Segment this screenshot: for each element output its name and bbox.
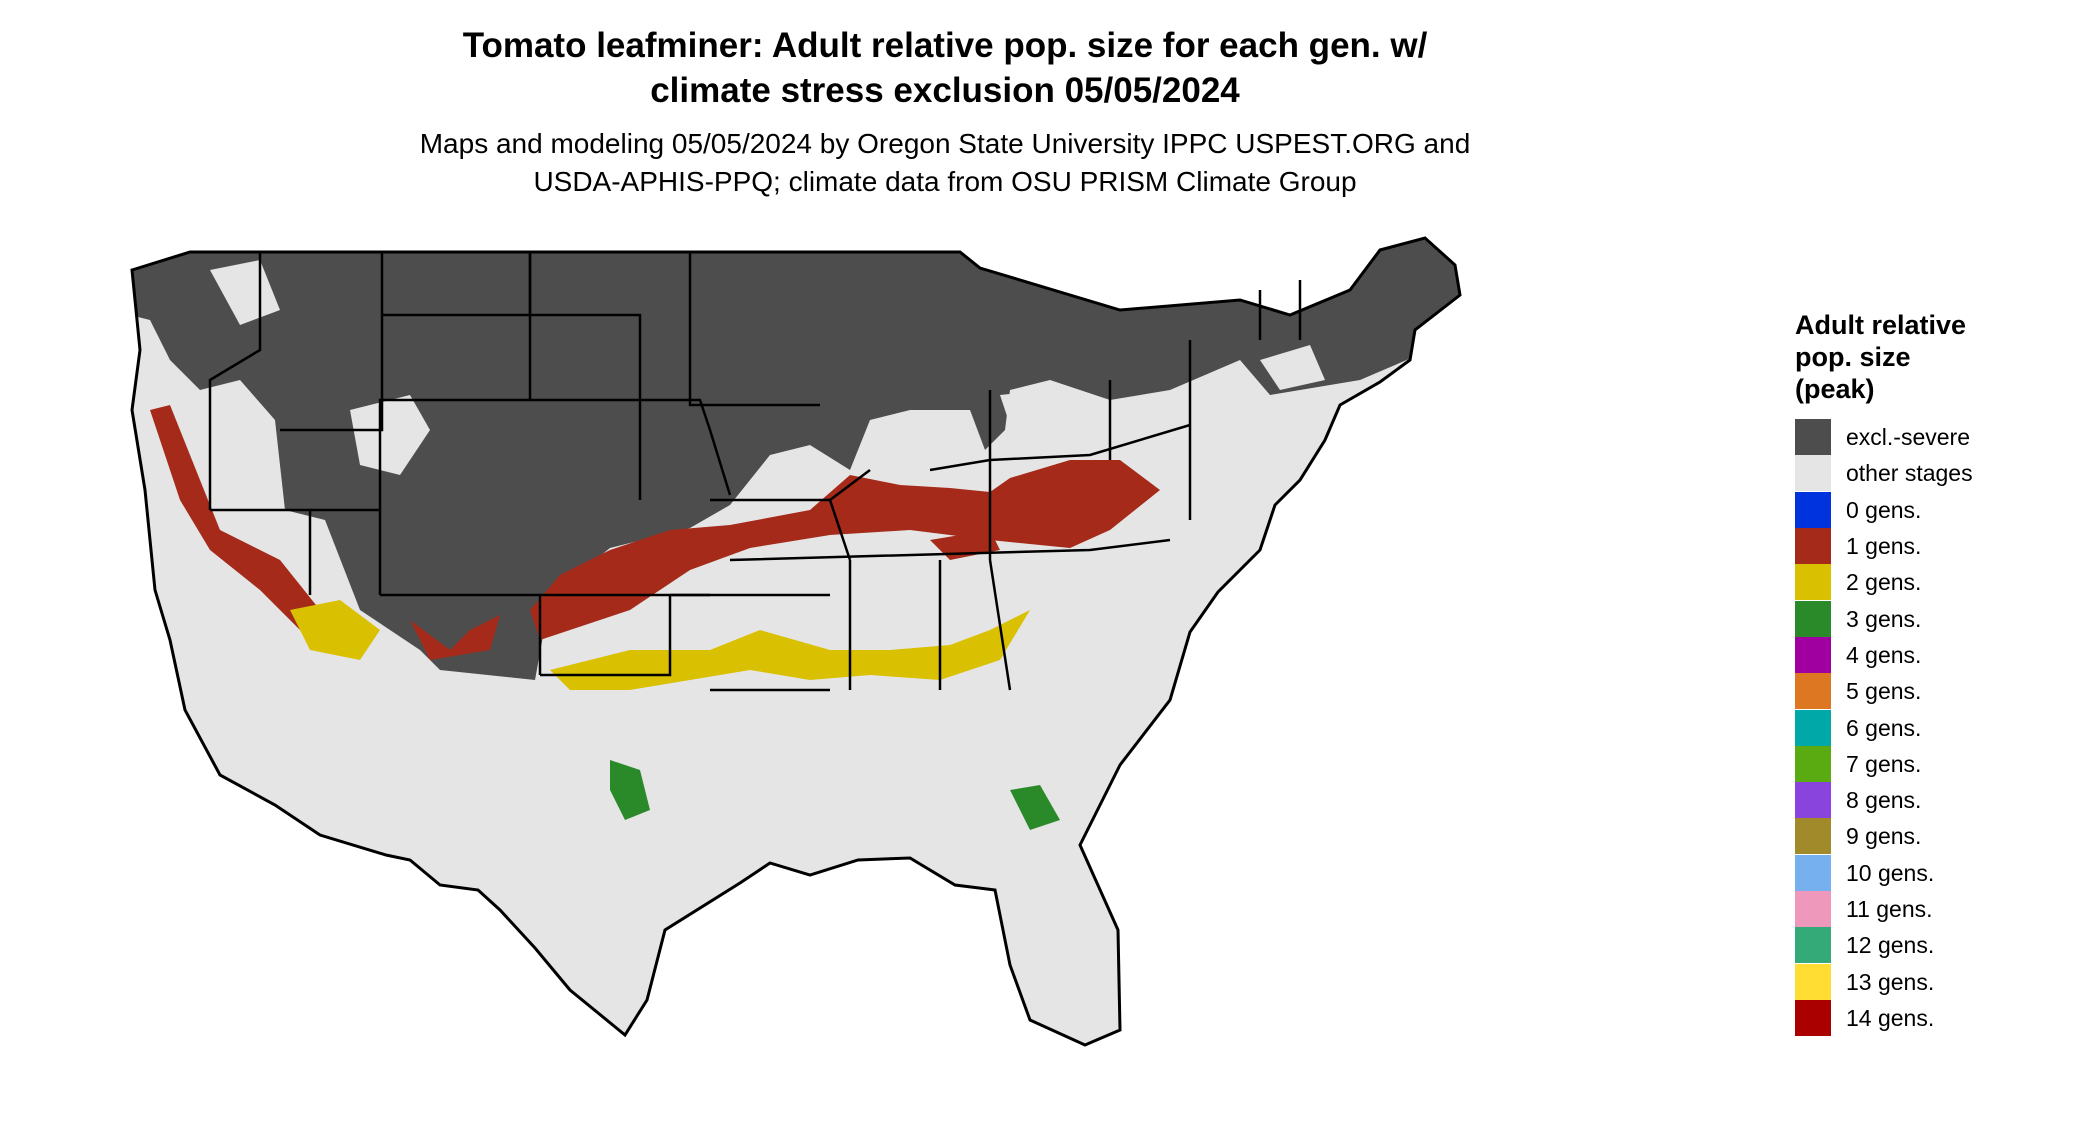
legend-label: other stages bbox=[1846, 460, 1973, 487]
legend-item: 11 gens. bbox=[1795, 891, 2085, 927]
legend-label: 3 gens. bbox=[1846, 605, 1922, 632]
legend-item: 0 gens. bbox=[1795, 491, 2085, 528]
us-outline bbox=[130, 236, 1462, 1047]
legend-item: 7 gens. bbox=[1795, 745, 2085, 782]
legend-swatch bbox=[1795, 854, 1831, 891]
legend-swatch bbox=[1795, 709, 1831, 746]
legend-item: 14 gens. bbox=[1795, 999, 2085, 1036]
other-stages-patch bbox=[210, 260, 280, 325]
legend-label: excl.-severe bbox=[1846, 424, 1970, 451]
legend-item: 4 gens. bbox=[1795, 636, 2085, 673]
map-legend: Adult relative pop. size (peak) excl.-se… bbox=[1795, 309, 2085, 1036]
legend-label: 1 gens. bbox=[1846, 533, 1922, 560]
legend-item: 12 gens. bbox=[1795, 927, 2085, 964]
legend-label: 5 gens. bbox=[1846, 678, 1922, 705]
legend-swatch bbox=[1795, 419, 1831, 456]
two-gen-arizona bbox=[290, 600, 380, 660]
us-map bbox=[130, 236, 1462, 1047]
legend-label: 0 gens. bbox=[1846, 496, 1922, 523]
map-subtitle-line-1: Maps and modeling 05/05/2024 by Oregon S… bbox=[419, 128, 1471, 159]
legend-swatch bbox=[1795, 673, 1831, 710]
legend-label: 8 gens. bbox=[1846, 787, 1922, 814]
legend-item: 6 gens. bbox=[1795, 709, 2085, 746]
legend-swatch bbox=[1795, 600, 1831, 637]
legend-item: other stages bbox=[1795, 455, 2085, 492]
legend-item: 13 gens. bbox=[1795, 963, 2085, 1000]
legend-swatch bbox=[1795, 818, 1831, 855]
legend-item: 5 gens. bbox=[1795, 673, 2085, 710]
legend-label: 6 gens. bbox=[1846, 714, 1922, 741]
legend-item: excl.-severe bbox=[1795, 419, 2085, 456]
legend-label: 2 gens. bbox=[1846, 569, 1922, 596]
map-title-line-2: climate stress exclusion 05/05/2024 bbox=[650, 71, 1240, 110]
legend-item: 9 gens. bbox=[1795, 818, 2085, 855]
other-stages-patch bbox=[350, 395, 430, 475]
other-stages-patch bbox=[1000, 390, 1065, 440]
legend-label: 14 gens. bbox=[1846, 1004, 1935, 1031]
legend-label: 12 gens. bbox=[1846, 932, 1935, 959]
legend-item: 2 gens. bbox=[1795, 564, 2085, 601]
other-stages-patch bbox=[1260, 345, 1325, 390]
map-subtitle-line-2: USDA-APHIS-PPQ; climate data from OSU PR… bbox=[533, 166, 1357, 197]
legend-label: 9 gens. bbox=[1846, 823, 1922, 850]
three-gen-florida bbox=[1010, 785, 1060, 830]
legend-title-line: (peak) bbox=[1795, 374, 1875, 404]
state-borders bbox=[208, 252, 1302, 692]
legend-title: Adult relative pop. size (peak) bbox=[1795, 309, 2085, 405]
map-title-line-1: Tomato leafminer: Adult relative pop. si… bbox=[462, 26, 1428, 65]
excluded-north-region bbox=[132, 238, 1460, 680]
legend-swatch bbox=[1795, 491, 1831, 528]
legend-swatch bbox=[1795, 564, 1831, 601]
one-gen-west bbox=[150, 405, 320, 640]
legend-item: 8 gens. bbox=[1795, 782, 2085, 819]
one-gen-band bbox=[530, 460, 1160, 640]
legend-item: 3 gens. bbox=[1795, 600, 2085, 637]
legend-swatch bbox=[1795, 891, 1831, 927]
legend-label: 4 gens. bbox=[1846, 641, 1922, 668]
legend-swatch bbox=[1795, 528, 1831, 565]
legend-swatch bbox=[1795, 745, 1831, 782]
legend-swatch bbox=[1795, 963, 1831, 1000]
legend-swatch bbox=[1795, 927, 1831, 964]
legend-swatch bbox=[1795, 782, 1831, 819]
legend-swatch bbox=[1795, 999, 1831, 1036]
one-gen-southwest bbox=[410, 615, 500, 660]
legend-item: 1 gens. bbox=[1795, 528, 2085, 565]
legend-items: excl.-severe other stages 0 gens. 1 gens. 2 … bbox=[1795, 419, 2085, 1036]
legend-label: 13 gens. bbox=[1846, 968, 1935, 995]
legend-swatch bbox=[1795, 455, 1831, 492]
three-gen-texas-tip bbox=[610, 760, 650, 820]
legend-label: 11 gens. bbox=[1846, 896, 1933, 922]
legend-item: 10 gens. bbox=[1795, 854, 2085, 891]
legend-label: 10 gens. bbox=[1846, 859, 1935, 886]
legend-title-line: pop. size bbox=[1795, 342, 1911, 372]
legend-label: 7 gens. bbox=[1846, 750, 1922, 777]
legend-swatch bbox=[1795, 636, 1831, 673]
legend-title-line: Adult relative bbox=[1795, 310, 1967, 340]
